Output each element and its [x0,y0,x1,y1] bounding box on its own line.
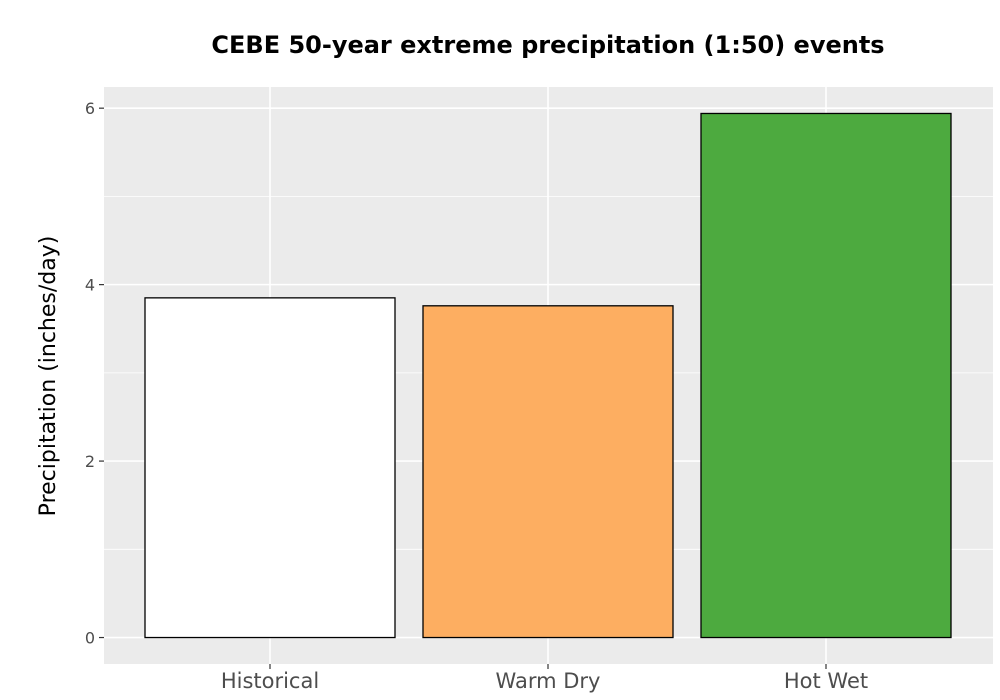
bar-hot-wet [700,112,952,639]
chart-title: CEBE 50-year extreme precipitation (1:50… [211,31,884,59]
x-tick-label: Hot Wet [784,669,868,693]
bars-group [144,112,952,639]
y-tick-label: 0 [85,629,95,648]
y-axis-label: Precipitation (inches/day) [36,236,61,517]
y-axis-ticks: 0 2 4 6 [85,99,104,648]
x-tick-label: Warm Dry [496,669,601,693]
bar-warm-dry [422,305,674,639]
y-tick-label: 2 [85,452,95,471]
y-tick-label: 4 [85,276,95,295]
y-tick-label: 6 [85,99,95,118]
bar-historical [144,297,396,639]
x-axis-ticks: Historical Warm Dry Hot Wet [221,664,868,693]
x-tick-label: Historical [221,669,319,693]
